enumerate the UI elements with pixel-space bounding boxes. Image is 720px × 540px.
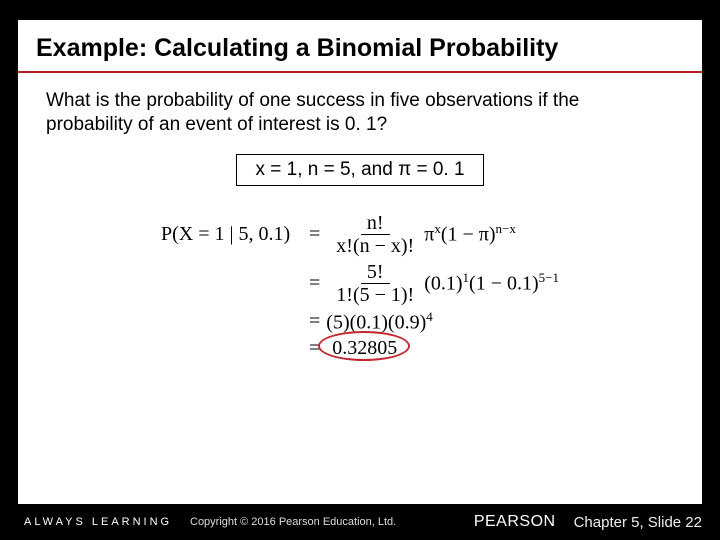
pi-term: πx (424, 222, 441, 246)
equals-sign: = (309, 272, 320, 294)
result-wrap: 0.32805 (326, 337, 403, 359)
question-text: What is the probability of one success i… (46, 89, 606, 138)
parameters-box: x = 1, n = 5, and π = 0. 1 (236, 154, 483, 186)
pearson-logo: PEARSON (474, 513, 574, 531)
chapter-slide-label: Chapter 5, Slide 22 (574, 514, 720, 531)
always-learning-label: ALWAYS LEARNING (0, 516, 190, 528)
formula-lhs: P(X = 1 | 5, 0.1) (161, 223, 303, 245)
content-area: What is the probability of one success i… (18, 73, 702, 367)
fraction-num: n! (361, 212, 390, 235)
equals-sign: = (309, 223, 320, 245)
fraction-den: 1!(5 − 1)! (330, 284, 420, 306)
q-term: (1 − 0.1)5−1 (469, 271, 559, 295)
params-row: x = 1, n = 5, and π = 0. 1 (46, 154, 674, 186)
formula-inner: P(X = 1 | 5, 0.1) = n! x!(n − x)! πx (1 … (155, 204, 565, 368)
simplified-term: (5)(0.1)(0.9)4 (326, 310, 432, 334)
fraction-general: n! x!(n − x)! (330, 212, 420, 257)
p-term: (0.1)1 (424, 271, 469, 295)
formula-block: P(X = 1 | 5, 0.1) = n! x!(n − x)! πx (1 … (46, 204, 674, 368)
formula-line-4: = 0.32805 (161, 337, 559, 359)
fraction-num: 5! (361, 261, 390, 284)
formula-line-1: P(X = 1 | 5, 0.1) = n! x!(n − x)! πx (1 … (161, 212, 559, 257)
fraction-den: x!(n − x)! (330, 235, 420, 257)
one-minus-pi-term: (1 − π)n−x (441, 222, 516, 246)
slide-body: Example: Calculating a Binomial Probabil… (18, 20, 702, 504)
footer-bar: ALWAYS LEARNING Copyright © 2016 Pearson… (0, 504, 720, 540)
equals-sign: = (309, 310, 320, 332)
copyright-text: Copyright © 2016 Pearson Education, Ltd. (190, 516, 474, 528)
slide-title: Example: Calculating a Binomial Probabil… (18, 20, 702, 73)
formula-line-2: = 5! 1!(5 − 1)! (0.1)1 (1 − 0.1)5−1 (161, 261, 559, 306)
fraction-numeric: 5! 1!(5 − 1)! (330, 261, 420, 306)
formula-line-3: = (5)(0.1)(0.9)4 (161, 310, 559, 334)
